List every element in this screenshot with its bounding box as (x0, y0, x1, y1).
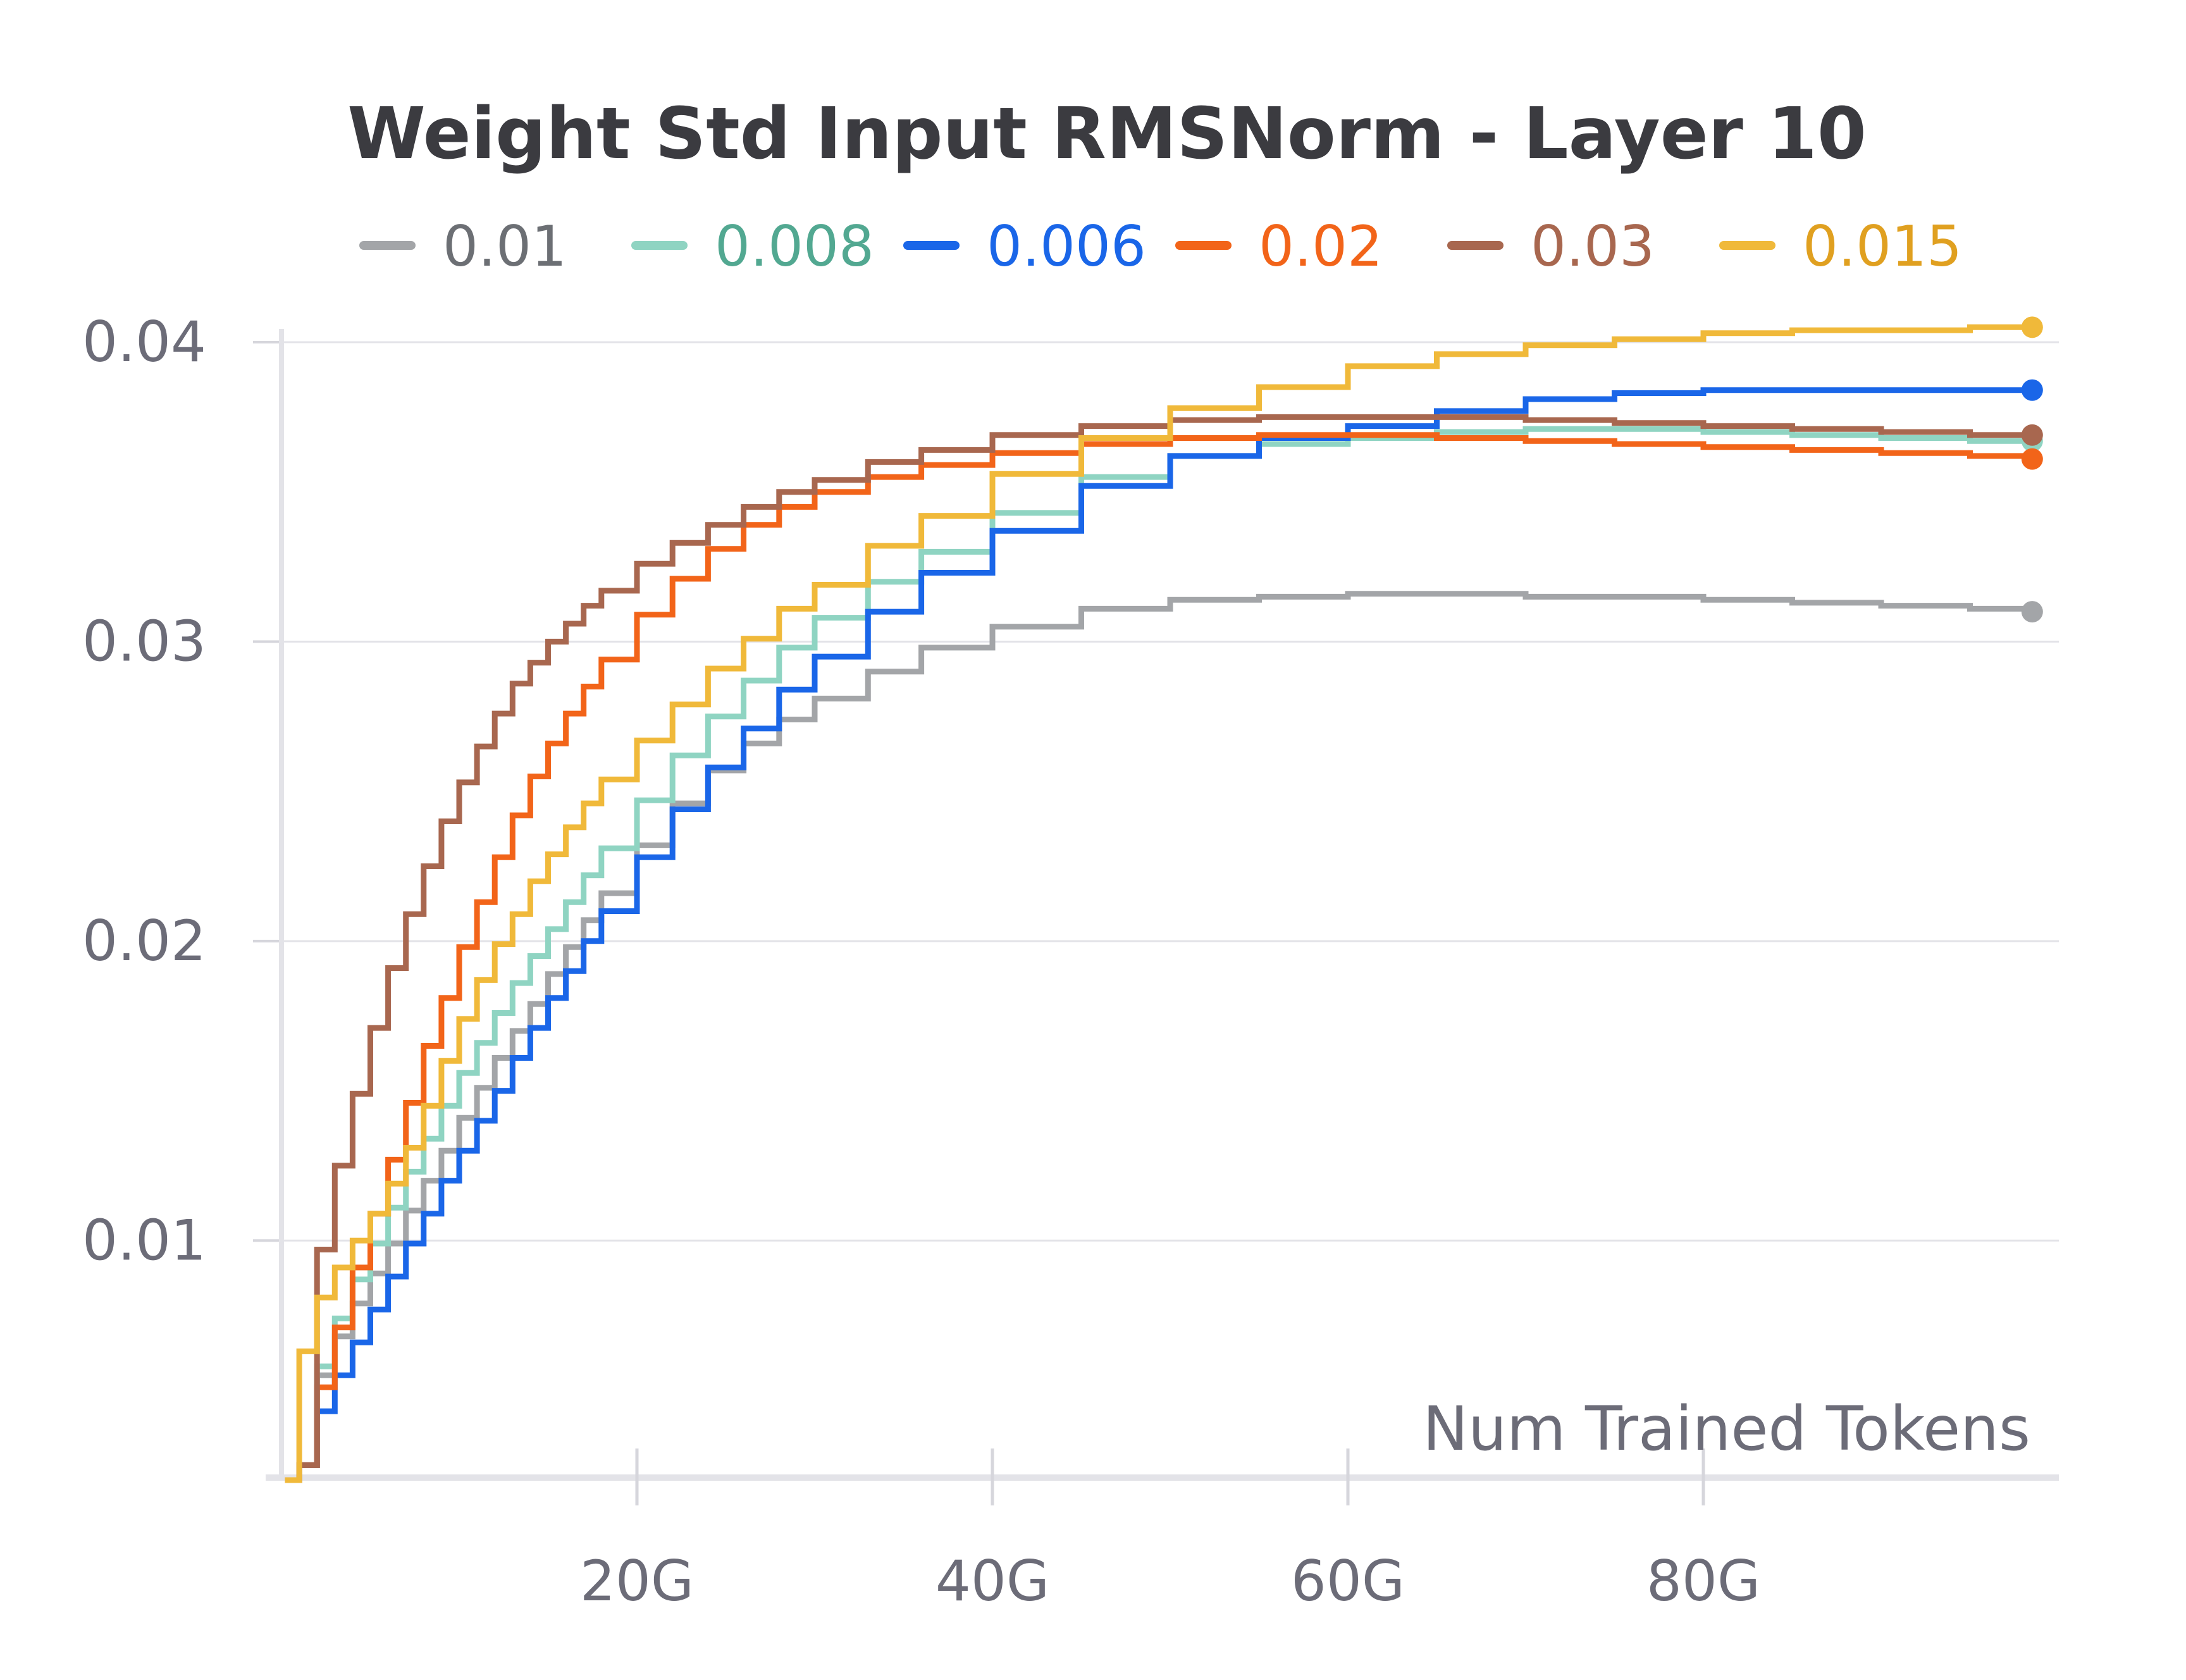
x-tick-label: 40G (936, 1548, 1049, 1614)
series-line (285, 591, 2035, 1483)
series-end-marker (2021, 379, 2043, 401)
series-end-marker (2021, 316, 2043, 338)
x-tick-label: 20G (580, 1548, 694, 1614)
series-line (285, 414, 2032, 1483)
y-tick-label: 0.02 (82, 908, 206, 973)
legend-label: 0.015 (1803, 214, 1962, 279)
series-end-marker (2021, 448, 2043, 470)
series-line (285, 387, 2032, 1483)
grid (253, 341, 2059, 1242)
x-tick-label: 60G (1291, 1548, 1405, 1614)
legend-label: 0.02 (1259, 214, 1383, 279)
legend-label: 0.03 (1531, 214, 1655, 279)
legend-label: 0.008 (715, 214, 874, 279)
series-line (285, 324, 2032, 1483)
series-end-marker (2021, 424, 2043, 446)
series-layer (285, 316, 2043, 1483)
chart-title: Weight Std Input RMSNorm - Layer 10 (347, 93, 1867, 175)
legend-label: 0.006 (987, 214, 1146, 279)
y-tick-label: 0.01 (82, 1208, 206, 1273)
x-axis-label: Num Trained Tokens (1423, 1393, 2030, 1464)
legend: 0.01 0.008 0.006 0.02 0.03 0.015 (359, 214, 1962, 279)
y-tick-label: 0.03 (82, 608, 206, 674)
y-tick-label: 0.04 (82, 309, 206, 374)
axes: 0.01 0.02 0.03 0.04 20G 40G 60G 80G (82, 309, 2059, 1614)
series-end-marker (2021, 601, 2043, 623)
series-line (285, 432, 2035, 1483)
x-tick-label: 80G (1646, 1548, 1760, 1614)
legend-label: 0.01 (443, 214, 567, 279)
series-line (285, 426, 2032, 1483)
